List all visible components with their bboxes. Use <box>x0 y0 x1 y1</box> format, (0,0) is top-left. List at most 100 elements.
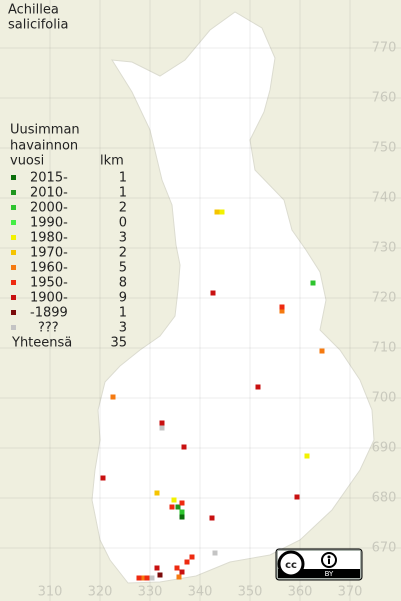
legend-swatch <box>11 310 16 315</box>
y-grid-label: 670 <box>372 541 397 556</box>
y-grid-label: 730 <box>372 241 397 256</box>
observation <box>212 550 218 556</box>
legend-count: 0 <box>119 216 127 231</box>
cc-icon <box>277 550 305 578</box>
legend-label: 1950- <box>30 276 68 291</box>
legend-swatch <box>11 205 16 210</box>
legend-swatch <box>11 235 16 240</box>
observation <box>157 572 163 578</box>
x-grid-label: 340 <box>188 585 213 600</box>
legend-swatch <box>11 250 16 255</box>
title-line: Achillea <box>8 3 59 18</box>
observation <box>171 497 177 503</box>
observation <box>279 308 285 314</box>
observation <box>136 575 142 581</box>
observation <box>144 575 150 581</box>
observation <box>179 569 185 575</box>
observation <box>139 575 145 581</box>
legend-count: 3 <box>119 231 127 246</box>
by-icon-head <box>327 555 331 559</box>
y-grid-label: 740 <box>372 191 397 206</box>
x-grid-label: 370 <box>338 585 363 600</box>
by-icon-body <box>328 559 330 564</box>
observation <box>159 420 165 426</box>
legend-count: 3 <box>119 321 127 336</box>
observations <box>100 209 325 581</box>
observation <box>294 494 300 500</box>
y-grid-label: 680 <box>372 491 397 506</box>
legend-label: 1970- <box>30 246 68 261</box>
observation <box>184 559 190 565</box>
legend-label: 1900- <box>30 291 68 306</box>
legend: 2015- 1 2010- 1 2000- 2 1990- 0 1980- 3 1970- 2 1960… <box>11 171 127 336</box>
legend-label: 1990- <box>30 216 68 231</box>
title-line: salicifolia <box>8 18 68 33</box>
legend-header: vuosi <box>10 154 44 169</box>
observation <box>189 554 195 560</box>
observation <box>154 565 160 571</box>
total-value: 35 <box>110 336 127 351</box>
y-grid-label: 710 <box>372 341 397 356</box>
observation <box>214 209 220 215</box>
observation <box>174 565 180 571</box>
legend-swatch <box>11 265 16 270</box>
observation <box>149 575 155 581</box>
legend-swatch <box>11 190 16 195</box>
observation <box>255 384 261 390</box>
observation <box>179 509 185 515</box>
observation <box>279 304 285 310</box>
observation <box>176 574 182 580</box>
observation <box>154 490 160 496</box>
observation <box>169 504 175 510</box>
legend-swatch <box>11 295 16 300</box>
y-grid-label: 770 <box>372 41 397 56</box>
observation <box>179 514 185 520</box>
legend-label: 2010- <box>30 186 68 201</box>
legend-label: 2015- <box>30 171 68 186</box>
legend-count-header: lkm <box>100 154 124 169</box>
badge-bottom <box>278 569 360 578</box>
observation <box>209 515 215 521</box>
y-grid-label: 750 <box>372 141 397 156</box>
y-grid-label: 760 <box>372 91 397 106</box>
land <box>91 11 375 584</box>
observation <box>179 500 185 506</box>
observation <box>110 394 116 400</box>
y-grid-label: 690 <box>372 441 397 456</box>
observation <box>304 453 310 459</box>
legend-label: 1980- <box>30 231 68 246</box>
legend-count: 2 <box>119 201 127 216</box>
y-grid-label: 720 <box>372 291 397 306</box>
legend-swatch <box>11 175 16 180</box>
license-badge: cc BY <box>275 548 363 581</box>
x-grid-label: 330 <box>138 585 163 600</box>
legend-swatch <box>11 280 16 285</box>
legend-label: 1960- <box>30 261 68 276</box>
badge-text: BY <box>325 570 334 578</box>
legend-label: 2000- <box>30 201 68 216</box>
legend-header: havainnon <box>10 139 78 154</box>
observation <box>310 280 316 286</box>
legend-count: 1 <box>119 306 127 321</box>
legend-swatch <box>11 220 16 225</box>
legend-count: 1 <box>119 171 127 186</box>
observation <box>159 425 165 431</box>
x-grid-label: 360 <box>288 585 313 600</box>
legend-count: 5 <box>119 261 127 276</box>
observation <box>181 444 187 450</box>
x-grid-label: 350 <box>238 585 263 600</box>
observation <box>175 504 181 510</box>
legend-count: 1 <box>119 186 127 201</box>
observation <box>219 209 225 215</box>
legend-swatch <box>11 325 16 330</box>
legend-count: 2 <box>119 246 127 261</box>
legend-count: 8 <box>119 276 127 291</box>
legend-label: -1899 <box>30 306 68 321</box>
x-grid-label: 320 <box>88 585 113 600</box>
observation <box>319 348 325 354</box>
observation <box>100 475 106 481</box>
cc-icon-text: cc <box>285 560 297 571</box>
